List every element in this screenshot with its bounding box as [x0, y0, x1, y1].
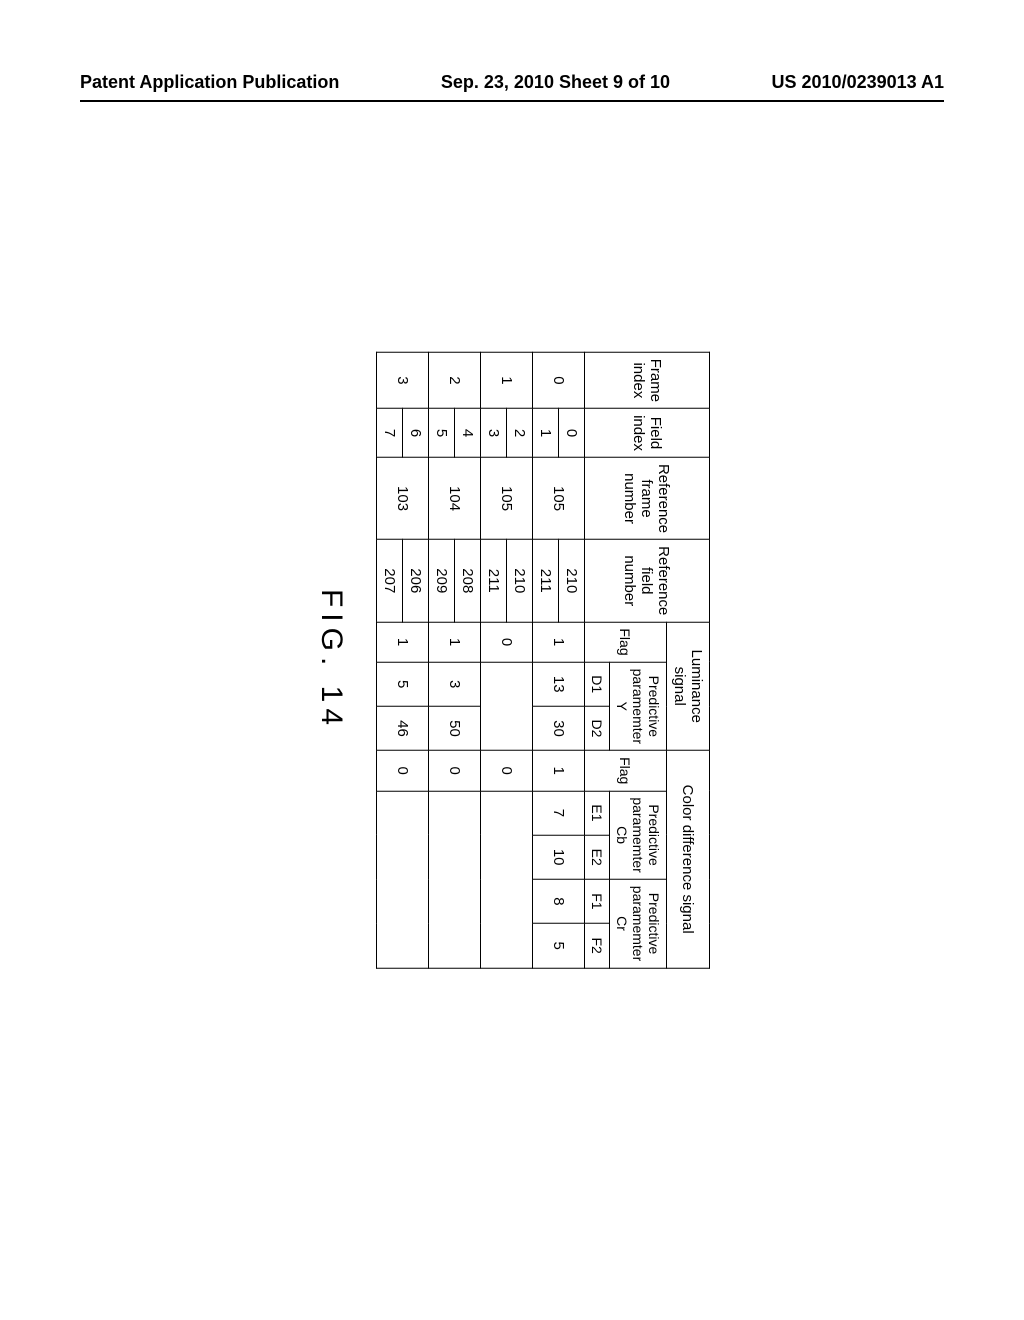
- table-cell: [429, 791, 481, 968]
- figure-wrap: Frame indexField indexReference frame nu…: [314, 352, 710, 969]
- table-cell: 3: [377, 352, 429, 408]
- table-cell: 210: [559, 540, 585, 622]
- table-cell: 3: [429, 662, 481, 706]
- table-header: F1: [585, 879, 610, 923]
- table-cell: 0: [377, 751, 429, 791]
- header-left: Patent Application Publication: [80, 72, 339, 93]
- table-cell: 104: [429, 457, 481, 539]
- table-cell: 208: [455, 540, 481, 622]
- table-cell: 30: [533, 706, 585, 750]
- table-header: Reference frame number: [585, 457, 710, 539]
- figure-caption: FIG. 14: [314, 589, 348, 731]
- table-header: Flag: [585, 751, 667, 791]
- table-cell: 103: [377, 457, 429, 539]
- table-header: Field index: [585, 409, 710, 458]
- header-rule: [80, 100, 944, 102]
- table-header: E1: [585, 791, 610, 835]
- table-cell: 0: [559, 409, 585, 458]
- table-cell: 211: [533, 540, 559, 622]
- table-header: Predictive paramemter Cb: [610, 791, 667, 879]
- table-cell: 1: [533, 751, 585, 791]
- header-right: US 2010/0239013 A1: [772, 72, 944, 93]
- table-header: D1: [585, 662, 610, 706]
- table-cell: 1: [533, 409, 559, 458]
- table-cell: [481, 662, 533, 750]
- table-cell: 10: [533, 835, 585, 879]
- table-cell: 46: [377, 706, 429, 750]
- table-cell: 3: [481, 409, 507, 458]
- table-cell: 1: [377, 622, 429, 662]
- table-header: Color difference signal: [667, 751, 710, 968]
- table-cell: 1: [429, 622, 481, 662]
- table-cell: 1: [533, 622, 585, 662]
- table-header: F2: [585, 924, 610, 968]
- table-cell: 210: [507, 540, 533, 622]
- page-header: Patent Application Publication Sep. 23, …: [0, 72, 1024, 93]
- table-header: E2: [585, 835, 610, 879]
- table-cell: 8: [533, 879, 585, 923]
- table-cell: 105: [533, 457, 585, 539]
- table-cell: [377, 791, 429, 968]
- table-cell: 211: [481, 540, 507, 622]
- table-cell: 4: [455, 409, 481, 458]
- table-cell: 209: [429, 540, 455, 622]
- table-cell: 0: [429, 751, 481, 791]
- table-cell: 0: [481, 751, 533, 791]
- table-header: Predictive paramemter Y: [610, 662, 667, 750]
- table-cell: 0: [481, 622, 533, 662]
- figure-inner: Frame indexField indexReference frame nu…: [314, 352, 710, 969]
- table-header: Flag: [585, 622, 667, 662]
- table-cell: 105: [481, 457, 533, 539]
- table-cell: 50: [429, 706, 481, 750]
- table-cell: 6: [403, 409, 429, 458]
- table-header: Luminance signal: [667, 622, 710, 751]
- table-cell: 7: [533, 791, 585, 835]
- table-cell: 5: [533, 924, 585, 968]
- table-header: Reference field number: [585, 540, 710, 622]
- table-cell: 7: [377, 409, 403, 458]
- figure-table: Frame indexField indexReference frame nu…: [376, 352, 710, 969]
- table-cell: 5: [377, 662, 429, 706]
- table-header: Frame index: [585, 352, 710, 408]
- table-cell: 1: [481, 352, 533, 408]
- table-header: D2: [585, 706, 610, 750]
- table-cell: 13: [533, 662, 585, 706]
- table-cell: 0: [533, 352, 585, 408]
- caption-text: FIG. 14: [315, 589, 348, 731]
- table-cell: [481, 791, 533, 968]
- table-cell: 207: [377, 540, 403, 622]
- header-center: Sep. 23, 2010 Sheet 9 of 10: [441, 72, 670, 93]
- table-cell: 2: [507, 409, 533, 458]
- table-cell: 2: [429, 352, 481, 408]
- table-cell: 206: [403, 540, 429, 622]
- table-cell: 5: [429, 409, 455, 458]
- table-header: Predictive paramemter Cr: [610, 879, 667, 967]
